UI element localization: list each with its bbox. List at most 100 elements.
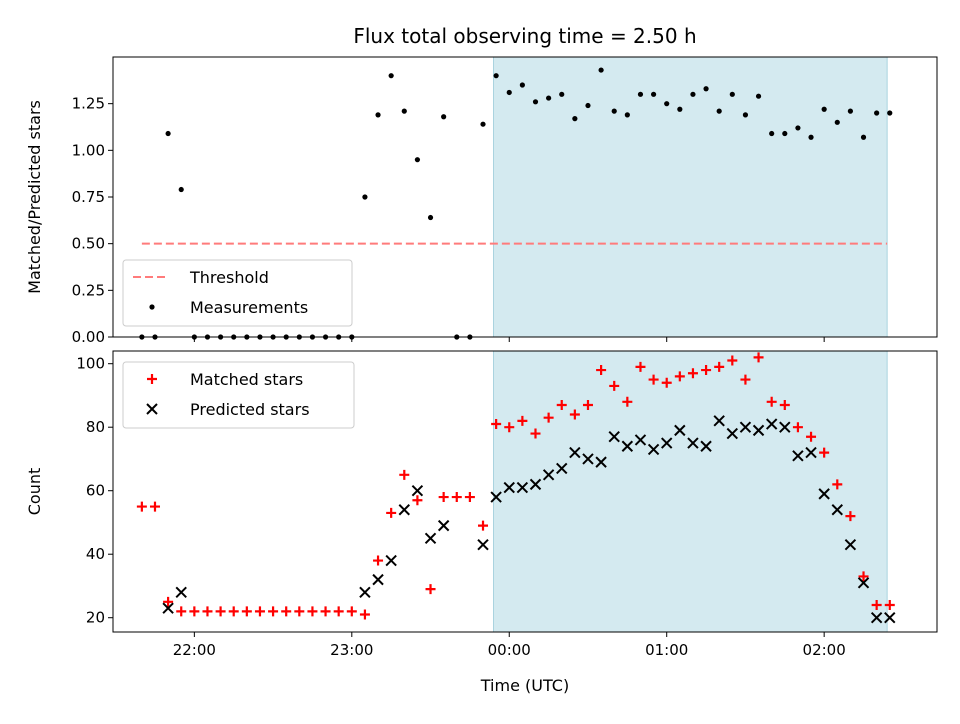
matched-star-point (320, 606, 331, 617)
predicted-star-point (818, 488, 830, 500)
matched-star-point (346, 606, 357, 617)
legend-predicted-label: Predicted stars (190, 400, 310, 419)
x-axis-title: Time (UTC) (480, 676, 569, 695)
predicted-star-point (805, 446, 817, 459)
matched-star-point (491, 419, 502, 430)
measurement-point (598, 67, 604, 73)
y-tick-label: 20 (86, 609, 105, 627)
matched-star-point (714, 361, 725, 372)
predicted-star-point (726, 427, 739, 440)
matched-star-point (635, 361, 646, 372)
predicted-star-point (503, 481, 515, 494)
measurement-point (611, 108, 617, 114)
measurement-point (401, 108, 407, 114)
matched-star-point (845, 511, 856, 522)
matched-star-point (478, 520, 489, 531)
matched-star-point (136, 501, 147, 512)
matched-star-point (228, 606, 239, 617)
x-tick-label: 23:00 (330, 641, 373, 659)
measurement-point (362, 194, 368, 200)
x-tick-label: 22:00 (173, 641, 216, 659)
measurement-point (821, 106, 827, 112)
matched-star-point (727, 355, 738, 366)
predicted-star-point (372, 573, 384, 586)
measurement-point (480, 121, 486, 127)
matched-star-point (701, 365, 712, 376)
measurement-point (782, 130, 788, 137)
measurement-point (388, 73, 394, 79)
matched-star-point (530, 428, 541, 439)
legend-measurements-label: Measurements (190, 298, 308, 317)
y-tick-label: 0.25 (72, 281, 105, 299)
measurement-point (493, 73, 499, 79)
predicted-star-point (779, 421, 791, 433)
legend-matched-swatch (147, 374, 157, 384)
predicted-star-point (162, 602, 174, 614)
predicted-star-point (608, 431, 620, 443)
measurement-point (860, 134, 867, 140)
measurement-point (585, 102, 591, 109)
predicted-star-point (175, 586, 187, 599)
matched-star-point (464, 492, 475, 503)
matched-star-point (582, 399, 593, 410)
figure-title: Flux total observing time = 2.50 h (353, 24, 696, 48)
y-axis-title: Matched/Predicted stars (25, 100, 44, 294)
legend-matched-label: Matched stars (190, 370, 303, 389)
measurement-point (690, 91, 696, 97)
predicted-star-point (870, 612, 883, 624)
measurement-point (637, 91, 644, 97)
measurement-point (769, 130, 775, 137)
predicted-star-point (739, 421, 752, 433)
matched-star-point (202, 606, 213, 617)
predicted-star-point (687, 437, 699, 449)
predicted-star-point (647, 443, 660, 456)
matched-star-point (451, 492, 462, 503)
predicted-star-point (595, 456, 607, 468)
predicted-star-point (556, 462, 568, 475)
matched-star-point (661, 377, 672, 388)
measurement-point (808, 134, 814, 140)
predicted-star-point (713, 415, 725, 427)
matched-star-point (819, 447, 830, 458)
matched-star-point (806, 431, 817, 442)
measurement-point (795, 125, 801, 131)
measurement-point (441, 114, 447, 120)
legend-measurements-swatch (149, 304, 155, 310)
ratio-panel: 0.00 0.25 0.50 0.75 1.00 1.25 Matched/Predicte… (25, 56, 938, 346)
predicted-star-point (385, 554, 397, 567)
matched-star-point (241, 606, 252, 617)
measurement-point (650, 91, 657, 97)
matched-star-point (648, 374, 659, 385)
matched-star-point (596, 365, 607, 376)
matched-star-point (163, 596, 174, 607)
measurement-point (559, 91, 565, 97)
y-tick-label: 0.00 (72, 328, 105, 346)
legend-predicted-swatch (146, 403, 158, 415)
measurement-point (572, 116, 578, 122)
measurement-point (546, 95, 552, 101)
y-tick-label: 0.50 (72, 235, 105, 253)
matched-star-point (333, 606, 344, 617)
predicted-star-point (542, 469, 555, 481)
predicted-star-point (884, 612, 896, 624)
matched-star-point (766, 396, 777, 407)
measurement-point (414, 157, 421, 163)
measurement-point (532, 99, 539, 105)
matched-star-point (189, 606, 200, 617)
predicted-star-point (359, 586, 371, 599)
matched-star-point (622, 396, 633, 407)
predicted-star-point (424, 532, 437, 545)
matched-star-point (254, 606, 265, 617)
measurement-point (887, 110, 893, 116)
matched-star-point (425, 584, 436, 595)
legend: Matched stars Predicted stars (122, 361, 355, 429)
matched-star-point (792, 422, 803, 433)
shaded-region (493, 56, 888, 338)
predicted-star-point (752, 424, 765, 437)
matched-star-point (569, 409, 580, 420)
matched-star-point (740, 374, 751, 385)
matched-star-point (373, 555, 384, 566)
y-tick-label: 60 (86, 482, 105, 500)
legend: Threshold Measurements (122, 259, 353, 327)
y-axis-title: Count (25, 468, 44, 516)
